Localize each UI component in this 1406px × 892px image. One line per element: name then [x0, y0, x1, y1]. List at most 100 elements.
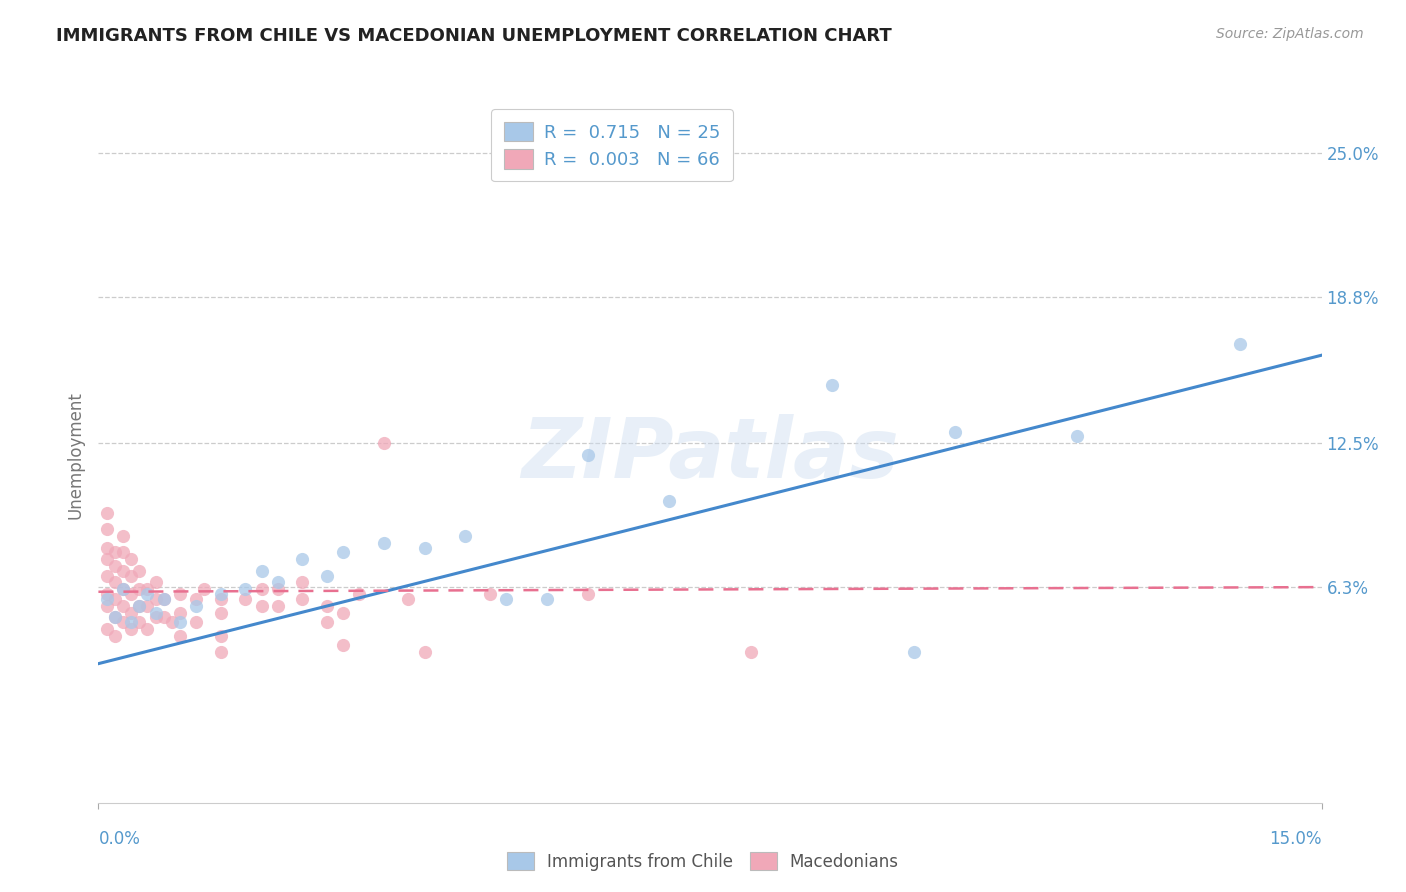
Point: [267, 582, 290, 597]
Point: [136, 587, 159, 601]
Point: [209, 606, 232, 620]
Point: [576, 448, 599, 462]
Point: [250, 599, 273, 613]
Point: [478, 587, 501, 601]
Point: [104, 591, 127, 606]
Point: [160, 615, 183, 629]
Point: [128, 615, 150, 629]
Point: [315, 599, 337, 613]
Point: [120, 587, 142, 601]
Point: [291, 552, 314, 566]
Point: [111, 582, 134, 597]
Point: [111, 545, 134, 559]
Point: [136, 582, 159, 597]
Text: IMMIGRANTS FROM CHILE VS MACEDONIAN UNEMPLOYMENT CORRELATION CHART: IMMIGRANTS FROM CHILE VS MACEDONIAN UNEM…: [56, 27, 891, 45]
Point: [943, 425, 966, 439]
Point: [104, 610, 127, 624]
Point: [111, 564, 134, 578]
Point: [120, 622, 142, 636]
Point: [169, 629, 191, 643]
Point: [96, 591, 118, 606]
Point: [233, 582, 256, 597]
Legend: R =  0.715   N = 25, R =  0.003   N = 66: R = 0.715 N = 25, R = 0.003 N = 66: [492, 109, 733, 181]
Point: [128, 599, 150, 613]
Point: [120, 568, 142, 582]
Point: [111, 599, 134, 613]
Point: [104, 575, 127, 590]
Point: [1066, 429, 1088, 443]
Text: 0.0%: 0.0%: [98, 830, 141, 847]
Point: [903, 645, 925, 659]
Point: [128, 564, 150, 578]
Point: [349, 587, 371, 601]
Point: [186, 599, 208, 613]
Point: [96, 541, 118, 555]
Point: [104, 545, 127, 559]
Point: [413, 645, 436, 659]
Point: [821, 378, 844, 392]
Point: [169, 606, 191, 620]
Point: [96, 552, 118, 566]
Point: [209, 587, 232, 601]
Point: [576, 587, 599, 601]
Point: [152, 591, 174, 606]
Point: [186, 615, 208, 629]
Point: [233, 591, 256, 606]
Legend: Immigrants from Chile, Macedonians: Immigrants from Chile, Macedonians: [499, 844, 907, 880]
Point: [96, 599, 118, 613]
Point: [169, 615, 191, 629]
Point: [291, 575, 314, 590]
Point: [267, 599, 290, 613]
Point: [145, 610, 167, 624]
Y-axis label: Unemployment: Unemployment: [66, 391, 84, 519]
Point: [315, 568, 337, 582]
Point: [495, 591, 517, 606]
Point: [136, 599, 159, 613]
Point: [96, 587, 118, 601]
Point: [128, 599, 150, 613]
Point: [250, 582, 273, 597]
Point: [396, 591, 419, 606]
Point: [111, 582, 134, 597]
Point: [96, 522, 118, 536]
Point: [111, 529, 134, 543]
Point: [145, 591, 167, 606]
Point: [209, 629, 232, 643]
Point: [250, 564, 273, 578]
Point: [291, 591, 314, 606]
Text: 15.0%: 15.0%: [1270, 830, 1322, 847]
Point: [186, 591, 208, 606]
Point: [332, 638, 354, 652]
Point: [193, 582, 215, 597]
Point: [104, 559, 127, 574]
Point: [267, 575, 290, 590]
Point: [96, 622, 118, 636]
Text: Source: ZipAtlas.com: Source: ZipAtlas.com: [1216, 27, 1364, 41]
Point: [136, 622, 159, 636]
Point: [332, 545, 354, 559]
Point: [120, 615, 142, 629]
Point: [1229, 336, 1251, 351]
Point: [373, 436, 395, 450]
Point: [104, 610, 127, 624]
Point: [373, 536, 395, 550]
Point: [145, 575, 167, 590]
Point: [128, 582, 150, 597]
Point: [120, 606, 142, 620]
Point: [454, 529, 477, 543]
Point: [169, 587, 191, 601]
Point: [96, 506, 118, 520]
Point: [209, 645, 232, 659]
Point: [536, 591, 558, 606]
Point: [209, 591, 232, 606]
Point: [96, 568, 118, 582]
Text: ZIPatlas: ZIPatlas: [522, 415, 898, 495]
Point: [332, 606, 354, 620]
Point: [658, 494, 681, 508]
Point: [120, 552, 142, 566]
Point: [413, 541, 436, 555]
Point: [104, 629, 127, 643]
Point: [111, 615, 134, 629]
Point: [740, 645, 762, 659]
Point: [315, 615, 337, 629]
